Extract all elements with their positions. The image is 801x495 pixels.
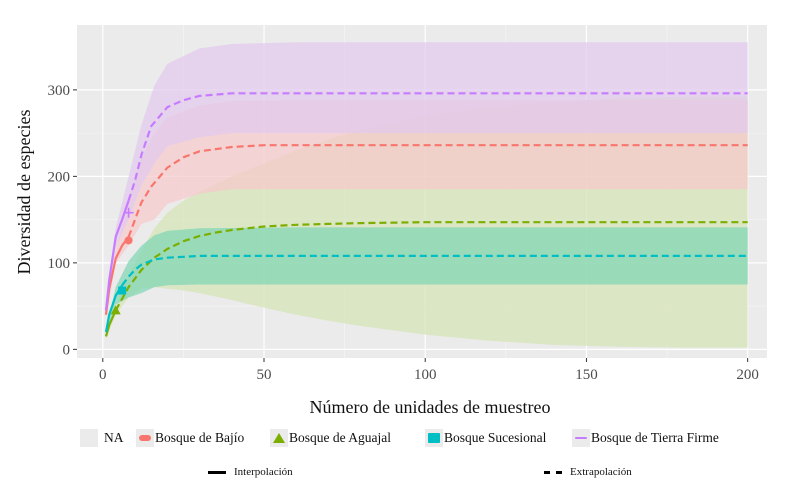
x-axis-title: Número de unidades de muestreo	[310, 397, 551, 417]
y-axis-title: Diversidad de especies	[14, 110, 34, 275]
legend-key-na	[80, 429, 98, 447]
legend-key-bosque-de-aguajal	[270, 429, 288, 447]
y-tick-label: 200	[48, 169, 71, 185]
band-bosque-de-bajio	[106, 100, 748, 319]
x-axis: 0 50 100 150 200	[99, 358, 759, 383]
legend-key-bosque-de-tierra-firme	[572, 429, 590, 447]
x-tick-label: 0	[99, 367, 107, 383]
legend-key-bosque-sucesional	[425, 429, 443, 447]
observed-point-bosque-de-bajio	[124, 236, 133, 245]
interpolation-line-bosque-de-aguajal	[104, 309, 117, 337]
legend-item-na: NA	[80, 428, 124, 448]
legend-label-na: NA	[104, 430, 124, 445]
legend-key-bosque-de-bajio	[136, 429, 154, 447]
legend-item-bosque-de-bajio: Bosque de Bajío	[136, 428, 244, 448]
legend-key-interpolacion	[208, 470, 226, 474]
extrapolation-line-bosque-de-bajio	[127, 144, 748, 238]
band-bosque-sucesional	[106, 227, 748, 334]
observed-point-bosque-sucesional	[118, 286, 127, 295]
y-tick-label: 100	[48, 256, 71, 272]
x-tick-label: 100	[414, 367, 437, 383]
legend: NA Bosque de Bajío Bosque de Aguajal Bos…	[0, 428, 801, 448]
legend-item-bosque-sucesional: Bosque Sucesional	[425, 428, 546, 448]
observed-point-bosque-de-tierra-firme	[123, 207, 134, 218]
legend-item-interpolacion: Interpolación	[208, 464, 293, 480]
legend-label-extrapolacion: Extrapolación	[570, 466, 632, 478]
extrapolation-line-bosque-de-aguajal	[114, 221, 748, 311]
y-tick-label: 300	[48, 83, 71, 99]
legend-key-extrapolacion	[544, 470, 562, 474]
legend-label-bosque-de-bajio: Bosque de Bajío	[155, 430, 245, 445]
band-bosque-de-tierra-firme	[106, 42, 748, 315]
legend-label-bosque-de-tierra-firme: Bosque de Tierra Firme	[591, 430, 719, 445]
x-tick-label: 200	[736, 367, 759, 383]
extrapolation-line-bosque-sucesional	[121, 254, 748, 286]
legend-label-bosque-de-aguajal: Bosque de Aguajal	[289, 430, 391, 445]
x-tick-label: 50	[257, 367, 272, 383]
y-tick-label: 0	[63, 342, 71, 358]
observed-point-bosque-de-aguajal	[110, 305, 121, 315]
legend-item-bosque-de-tierra-firme: Bosque de Tierra Firme	[572, 428, 719, 448]
y-axis: 0 100 200 300	[48, 83, 77, 358]
legend-label-interpolacion: Interpolación	[234, 466, 293, 478]
legend-label-bosque-sucesional: Bosque Sucesional	[444, 430, 547, 445]
legend-item-bosque-de-aguajal: Bosque de Aguajal	[270, 428, 391, 448]
x-tick-label: 150	[575, 367, 598, 383]
legend-item-extrapolacion: Extrapolación	[544, 464, 632, 480]
line-type-legend: Interpolación Extrapolación	[0, 464, 801, 480]
observed-points	[110, 207, 134, 315]
